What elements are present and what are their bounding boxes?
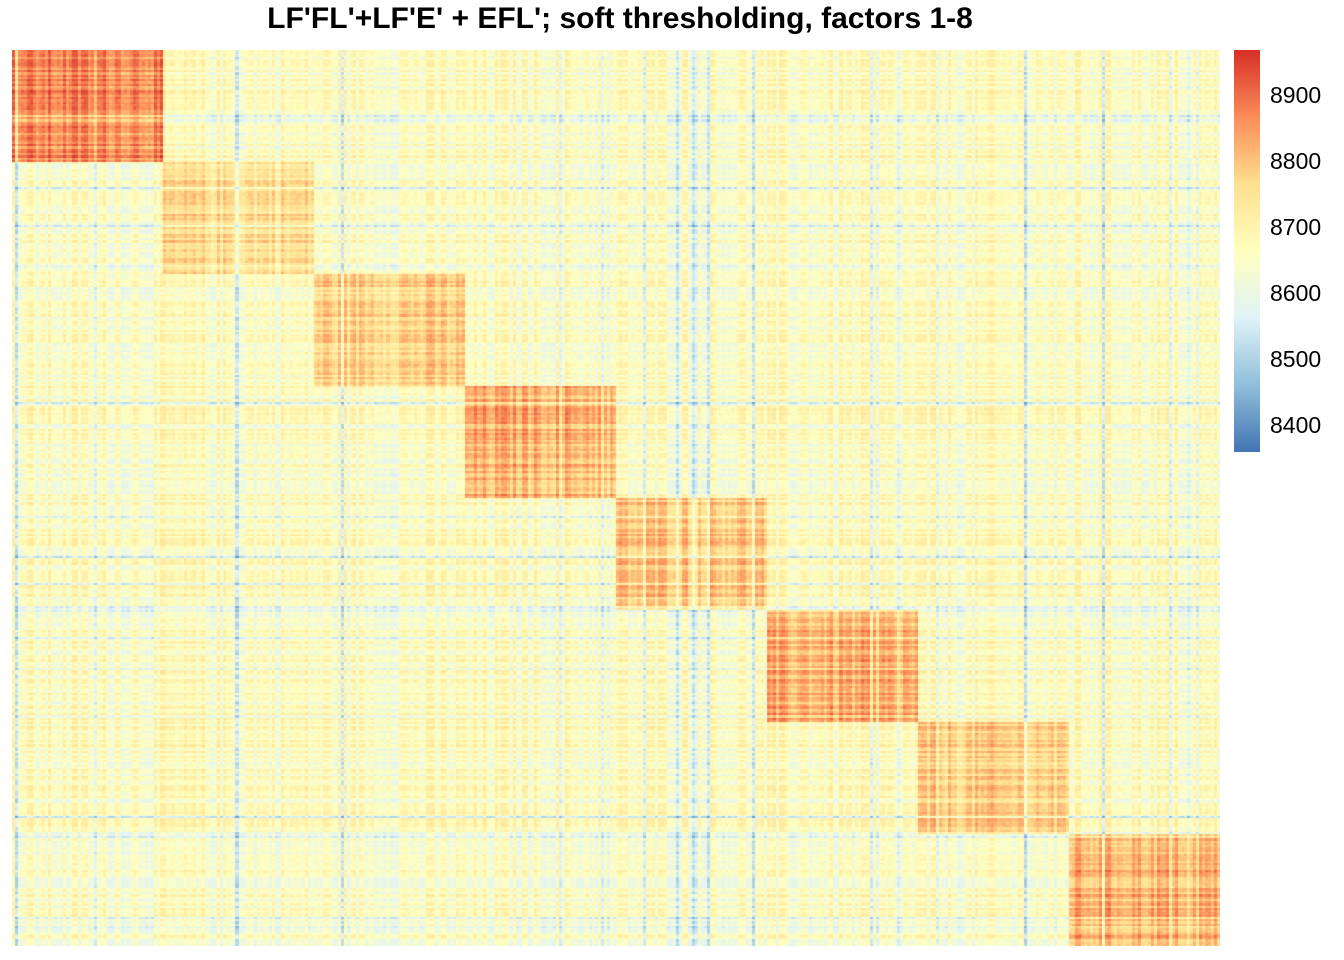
chart-title: LF'FL'+LF'E' + EFL'; soft thresholding, … (267, 2, 973, 35)
colorbar-tick-8700: 8700 (1270, 213, 1322, 240)
colorbar-tick-8800: 8800 (1270, 148, 1322, 175)
colorbar-tick-8600: 8600 (1270, 279, 1322, 306)
colorbar-legend (1234, 50, 1260, 452)
colorbar-tick-8900: 8900 (1270, 82, 1322, 109)
colorbar-tick-8500: 8500 (1270, 345, 1322, 372)
heatmap-cells (12, 50, 1220, 946)
colorbar-tick-8400: 8400 (1270, 411, 1322, 438)
